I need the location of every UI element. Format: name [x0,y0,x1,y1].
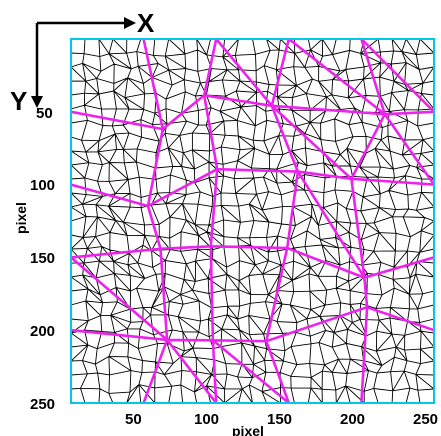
y-direction-label: Y [10,86,27,116]
y-tick-label: 100 [30,177,55,194]
grain-boundary-lines [71,39,434,403]
y-tick-label: 50 [36,105,53,122]
y-axis-label: pixel [13,202,29,234]
grain-boundaries [71,39,434,403]
y-tick-label: 250 [30,396,55,413]
x-tick-label: 150 [267,411,292,428]
x-arrowhead [124,17,136,29]
x-tick-label: 50 [125,411,142,428]
y-axis: 50 100 150 200 250 pixel [13,105,55,413]
plot-frame [70,38,435,404]
fine-mesh [71,39,434,403]
x-tick-label: 200 [340,411,365,428]
x-tick-label: 250 [413,411,438,428]
x-direction-label: X [137,8,155,38]
fine-mesh-lines [71,39,434,403]
y-tick-label: 150 [30,250,55,267]
x-tick-label: 100 [194,411,219,428]
y-tick-label: 200 [30,323,55,340]
x-axis: 50 100 150 200 250 pixel [125,411,438,436]
direction-arrows [31,17,136,108]
y-arrowhead [31,96,43,108]
x-axis-label: pixel [232,423,264,436]
